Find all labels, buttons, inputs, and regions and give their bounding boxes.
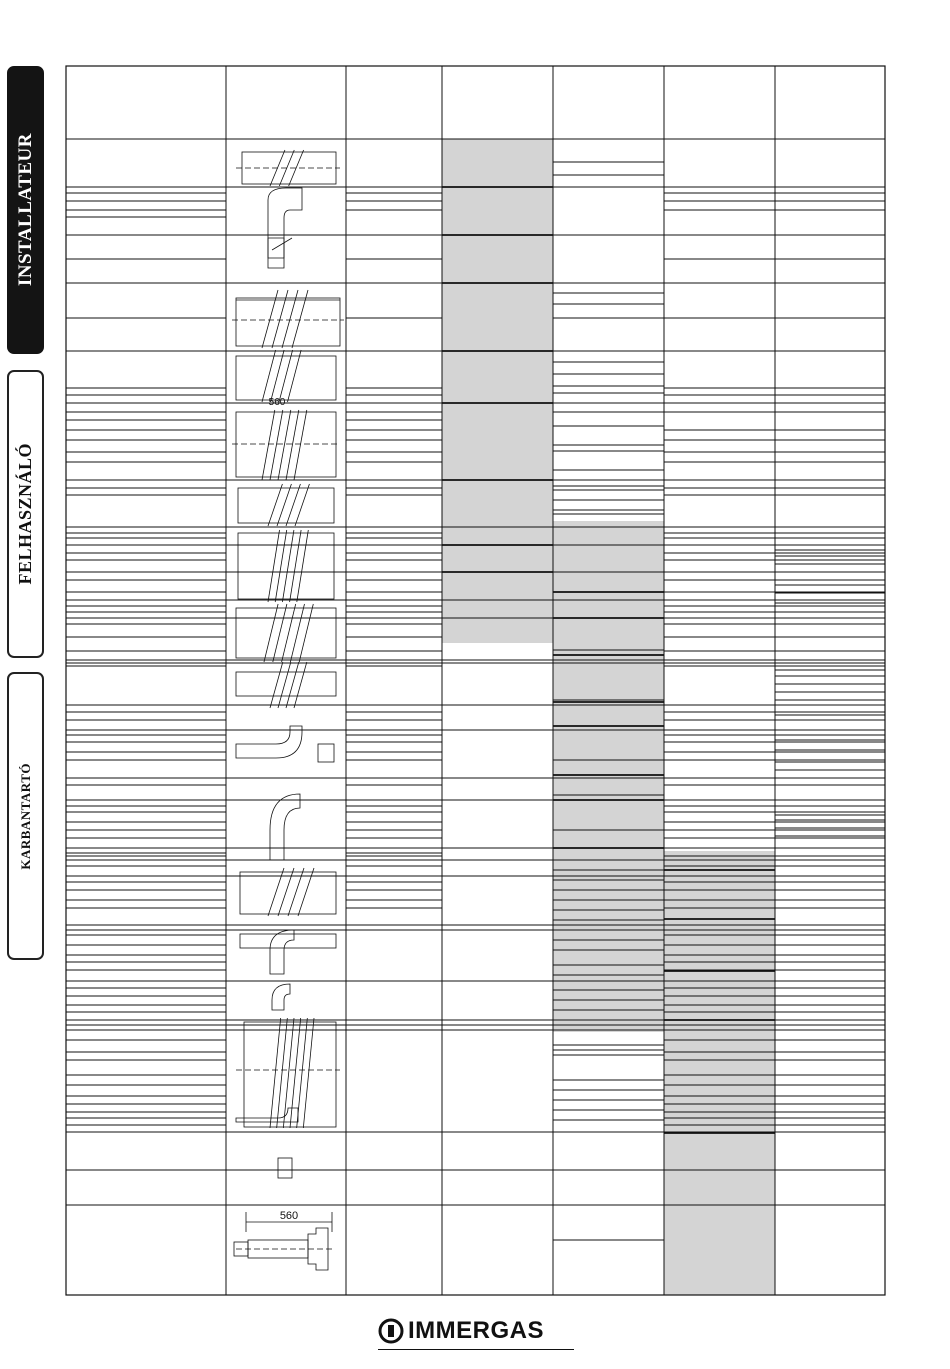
tab-installer[interactable]: INSTALLATEUR <box>7 66 44 354</box>
hatch-mark <box>291 289 309 349</box>
hatch-mark <box>287 867 305 917</box>
hatch-mark <box>263 603 279 663</box>
hatch-mark <box>267 529 280 603</box>
hatch-mark <box>269 661 284 709</box>
brand-mark-icon <box>378 1318 404 1344</box>
hatch-mark <box>290 603 305 663</box>
hatch-mark <box>261 409 276 481</box>
hatch-mark <box>289 1017 302 1129</box>
hatch-mark <box>267 483 283 527</box>
shade-block <box>442 139 553 643</box>
column-lines <box>65 65 886 1296</box>
elbow-drawing <box>267 187 303 259</box>
hatch-mark <box>287 349 302 403</box>
pipe-drawing <box>235 671 337 697</box>
hatch-mark <box>302 1017 315 1129</box>
pipe-drawing <box>239 933 337 949</box>
pipe-drawing <box>237 532 335 600</box>
logo-underline <box>378 1348 574 1350</box>
brand-name: IMMERGAS <box>408 1317 544 1344</box>
hatch-mark <box>296 1017 308 1129</box>
hatch-mark <box>274 529 288 603</box>
pipe-end <box>317 743 335 763</box>
shaded-cells <box>442 139 775 1295</box>
hatch-mark <box>269 409 284 481</box>
table-frame <box>65 65 886 1296</box>
elbow-drawing <box>269 793 301 861</box>
hatch-mark <box>261 289 279 349</box>
component-drawings <box>232 149 344 1271</box>
hatch-mark <box>267 867 285 917</box>
hatch-mark <box>276 1017 288 1129</box>
hatch-mark <box>261 349 276 403</box>
hatch-mark <box>298 603 314 663</box>
hatch-mark <box>289 529 302 603</box>
elbow-drawing <box>235 1107 299 1123</box>
elbow-drawing <box>267 237 293 269</box>
hatch-mark <box>282 1017 295 1129</box>
elbow-drawing <box>269 929 295 975</box>
hatch-mark <box>296 529 309 603</box>
hatch-mark <box>278 349 293 403</box>
hatch-mark <box>297 867 315 917</box>
elbow-drawing <box>235 725 303 759</box>
hatch-mark <box>277 409 292 481</box>
hatch-mark <box>272 603 288 663</box>
hatch-mark <box>285 409 300 481</box>
hatch-mark <box>285 483 301 527</box>
hatch-mark <box>294 483 310 527</box>
tab-maintenance[interactable]: KARBANTARTÓ <box>7 672 44 960</box>
pipe-drawing <box>235 607 337 659</box>
terminal-drawing <box>307 1227 329 1271</box>
hatch-mark <box>281 603 297 663</box>
hatch-mark <box>293 409 308 481</box>
dimension-label-bottom: 560 <box>280 1210 298 1222</box>
pipe-drawing <box>237 487 335 524</box>
shade-block <box>553 521 664 1032</box>
immergas-logo: IMMERGAS <box>378 1312 574 1350</box>
hatch-mark <box>276 483 292 527</box>
elbow-drawing <box>271 983 291 1011</box>
hatch-mark <box>277 867 295 917</box>
pipe-drawing <box>235 355 337 401</box>
hatch-mark <box>293 661 308 709</box>
pipe-drawing <box>235 297 341 347</box>
dimension-label-top: 560 <box>269 397 286 408</box>
pipe-drawing <box>239 871 337 915</box>
hatch-mark <box>270 349 285 403</box>
hatch-mark <box>281 289 299 349</box>
pipe-drawing <box>235 411 337 478</box>
tab-user[interactable]: FELHASZNÁLÓ <box>7 370 44 658</box>
shade-block <box>664 851 775 1295</box>
hatch-mark <box>282 529 295 603</box>
hatch-mark <box>269 1017 282 1129</box>
hatch-mark <box>285 661 300 709</box>
hatch-mark <box>288 149 304 187</box>
terminal-drawing <box>277 1157 293 1179</box>
pipe-drawing <box>243 1021 337 1128</box>
hatch-mark <box>277 661 292 709</box>
hatch-mark <box>271 289 289 349</box>
